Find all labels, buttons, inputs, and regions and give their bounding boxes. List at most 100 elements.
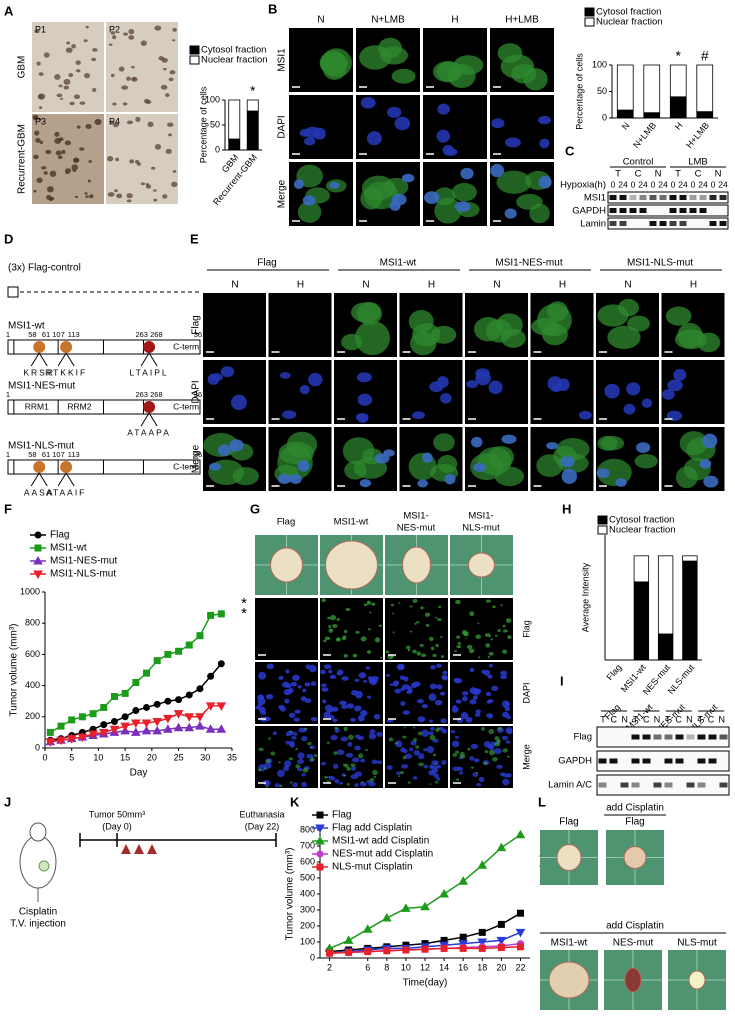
cell	[485, 599, 491, 603]
band	[669, 195, 677, 200]
cell	[351, 689, 358, 696]
cell	[89, 194, 94, 199]
cell	[140, 40, 147, 46]
cell	[435, 729, 439, 732]
image-background	[203, 293, 266, 357]
cell	[497, 628, 501, 633]
cell	[494, 741, 501, 747]
cell	[634, 453, 658, 469]
y-tick-label: 1000	[20, 586, 40, 596]
bar	[633, 555, 650, 583]
cell	[450, 730, 456, 734]
point	[364, 948, 372, 956]
cell	[437, 618, 442, 622]
cell	[343, 728, 348, 732]
group-label: Flag	[257, 258, 276, 269]
cell	[310, 716, 318, 722]
cell	[428, 719, 433, 723]
cell	[154, 143, 162, 150]
cell	[440, 718, 447, 724]
y-label: Tumor volume (mm³)	[9, 624, 20, 717]
cell	[319, 50, 347, 76]
cell	[453, 55, 484, 75]
cell	[289, 473, 302, 485]
cell	[230, 394, 247, 411]
point	[478, 928, 486, 936]
cell	[454, 650, 458, 653]
point	[458, 940, 469, 949]
band	[619, 195, 627, 200]
cell	[299, 129, 310, 137]
band	[719, 734, 728, 740]
cell	[412, 411, 425, 420]
cell	[470, 766, 474, 769]
tumor	[325, 540, 378, 590]
tumor	[623, 846, 647, 869]
cell	[368, 781, 376, 787]
cell	[440, 655, 445, 659]
legend-swatch	[597, 515, 608, 525]
cell	[360, 709, 368, 717]
cell	[494, 634, 498, 637]
cell	[343, 629, 348, 634]
cell	[484, 633, 491, 637]
cell	[417, 479, 429, 488]
cell	[91, 57, 97, 62]
x-tick-label: 30	[200, 752, 210, 762]
cell	[536, 454, 564, 477]
significance: *	[676, 48, 682, 64]
point	[459, 933, 467, 941]
cell	[440, 635, 443, 638]
cell	[451, 706, 459, 713]
cell	[267, 737, 271, 740]
bar	[643, 112, 661, 119]
point	[401, 903, 411, 912]
cell	[341, 636, 347, 641]
x-tick-label: 16	[458, 962, 468, 972]
cell	[54, 137, 62, 145]
tumor	[548, 961, 590, 999]
cell	[92, 48, 98, 52]
x-tick-label: 14	[439, 962, 449, 972]
cell	[436, 663, 442, 669]
cell	[94, 118, 102, 126]
cell	[398, 602, 401, 604]
cell	[396, 663, 405, 671]
cell	[339, 700, 347, 706]
cell	[158, 56, 165, 61]
cell	[465, 716, 473, 723]
cell	[502, 748, 508, 753]
cell	[324, 704, 333, 712]
cell	[483, 761, 488, 765]
row-label: Recurrent-GBM	[17, 124, 28, 194]
cell	[454, 735, 460, 739]
fraction-label: C	[611, 714, 618, 724]
panel-letter: D	[4, 231, 13, 246]
cell	[393, 680, 400, 685]
cell	[507, 755, 510, 758]
cell	[306, 753, 314, 759]
cell	[429, 735, 436, 741]
image-background	[334, 360, 397, 424]
cell	[63, 85, 70, 90]
cell	[322, 699, 327, 704]
cell	[313, 127, 326, 140]
cell	[56, 93, 63, 98]
cell	[391, 193, 407, 206]
image-background	[255, 598, 318, 660]
cell	[114, 189, 118, 193]
residue-number: 58	[28, 450, 36, 459]
cell	[153, 189, 157, 192]
point	[516, 909, 524, 917]
cell	[332, 718, 338, 723]
cell	[320, 669, 326, 675]
cell	[429, 783, 432, 785]
legend-swatch	[584, 7, 595, 17]
cell	[279, 707, 287, 712]
cell	[394, 741, 399, 745]
group-label: Control	[623, 157, 654, 168]
y-label: Average Intensity	[580, 562, 590, 632]
y-label: Percentage of cells	[198, 86, 208, 163]
legend-marker	[316, 811, 324, 819]
cell	[560, 456, 575, 468]
